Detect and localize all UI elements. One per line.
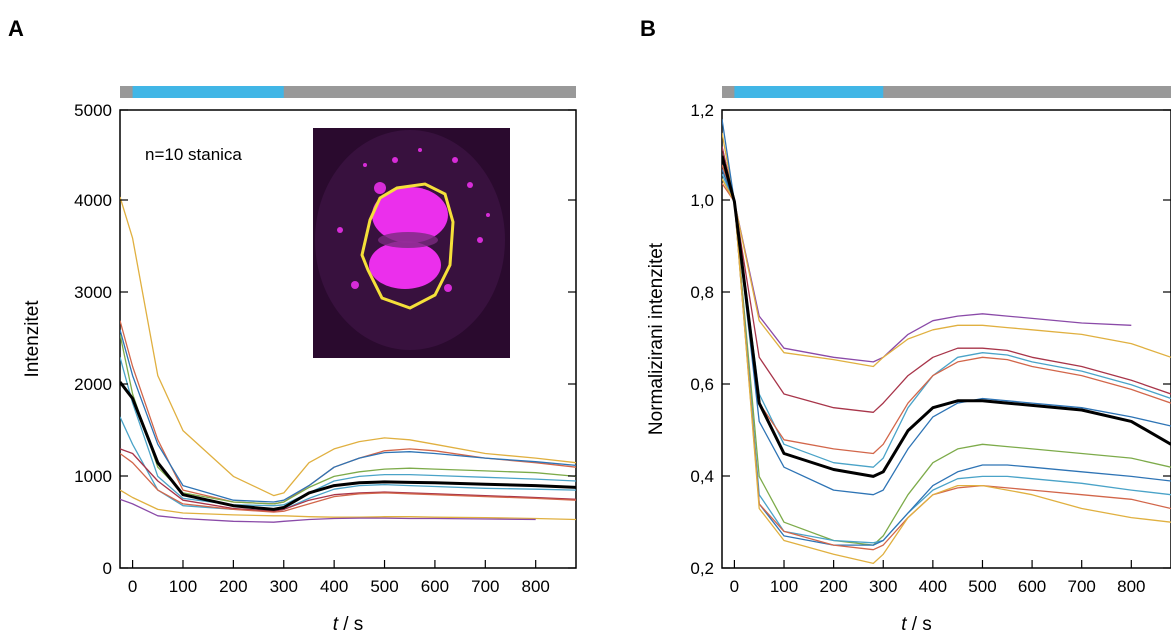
- y-tick-label: 0,4: [690, 467, 714, 486]
- series-line-6: [722, 178, 1171, 546]
- x-tick-label: 400: [919, 577, 947, 596]
- y-tick-label: 1000: [74, 467, 112, 486]
- series-line-mean: [120, 381, 576, 511]
- x-axis-label: t / s: [333, 614, 364, 635]
- inset-puncta: [477, 237, 483, 243]
- panel-b: B 0 100 200 300 400 500 600 700 800 0,2 0,4 0,6 0,8 1,…: [640, 16, 1171, 635]
- y-tick-label: 4000: [74, 191, 112, 210]
- panel-letter: A: [8, 16, 24, 41]
- x-tick-label: 200: [819, 577, 847, 596]
- series-line-10: [722, 178, 1171, 565]
- series-line-8: [722, 169, 1171, 546]
- x-tick-label: 700: [471, 577, 499, 596]
- y-tick-label: 0: [103, 559, 112, 578]
- inset-micrograph: [313, 128, 510, 358]
- plot-frame: [721, 109, 1171, 569]
- series-line-0: [722, 146, 1132, 363]
- y-tick-label: 0,2: [690, 559, 714, 578]
- series-line-6: [120, 448, 576, 512]
- annotation-n-cells: n=10 stanica: [145, 145, 242, 164]
- x-tick-label: 600: [421, 577, 449, 596]
- inset-puncta: [351, 281, 359, 289]
- inset-nucleus-top: [372, 187, 448, 243]
- series-line-3: [722, 155, 1171, 468]
- x-axis-label-var: t: [333, 614, 339, 635]
- series-line-4: [722, 164, 1171, 455]
- inset-puncta: [444, 284, 452, 292]
- inset-roi-outline: [360, 182, 455, 310]
- stimulus-bar-on: [132, 86, 284, 98]
- x-tick-label: 800: [522, 577, 550, 596]
- x-tick-label: 300: [270, 577, 298, 596]
- y-tick-label: 1,2: [690, 101, 714, 120]
- plot-frame: [119, 109, 577, 569]
- series-line-8: [120, 489, 576, 521]
- y-tick-label: 3000: [74, 283, 112, 302]
- y-tick-label: 0,6: [690, 375, 714, 394]
- x-tick-label: 500: [370, 577, 398, 596]
- y-axis-label: Normalizirani intenzitet: [646, 242, 667, 435]
- series-line-7: [722, 173, 1171, 544]
- inset-puncta: [452, 157, 458, 163]
- series-line-5: [120, 416, 576, 511]
- panel-a: An=10 stanica 0 100 200 300 400 500 600 700 800 0 1…: [8, 16, 577, 635]
- x-tick-label: 0: [730, 577, 739, 596]
- series-line-0: [120, 196, 576, 497]
- x-axis-label: t / s: [901, 614, 932, 635]
- x-tick-label: 700: [1068, 577, 1096, 596]
- x-tick-label: 300: [869, 577, 897, 596]
- inset-nucleus-bottom: [369, 241, 441, 289]
- series-line-9: [722, 182, 1171, 551]
- inset-puncta: [337, 227, 343, 233]
- inset-puncta: [418, 148, 422, 152]
- inset-nucleus-gap: [378, 232, 438, 248]
- series-line-9: [120, 498, 536, 523]
- x-tick-label: 100: [770, 577, 798, 596]
- series-group: [722, 119, 1171, 565]
- panel-letter: B: [640, 16, 656, 41]
- series-line-2: [120, 329, 576, 503]
- x-tick-label: 100: [169, 577, 197, 596]
- stimulus-bar-on: [734, 86, 884, 98]
- inset-puncta: [392, 157, 398, 163]
- x-tick-label: 600: [1018, 577, 1046, 596]
- series-line-2: [722, 146, 1171, 413]
- x-tick-label: 800: [1117, 577, 1145, 596]
- inset-puncta: [363, 163, 367, 167]
- inset-puncta: [486, 213, 490, 217]
- y-axis-label: Intenzitet: [22, 300, 43, 378]
- y-tick-label: 5000: [74, 101, 112, 120]
- inset-puncta: [467, 182, 473, 188]
- x-tick-label: 0: [128, 577, 137, 596]
- series-line-1: [722, 132, 1171, 368]
- y-tick-label: 2000: [74, 375, 112, 394]
- x-tick-label: 500: [968, 577, 996, 596]
- x-axis-label-var: t: [901, 614, 907, 635]
- x-axis-label-unit: / s: [906, 614, 931, 635]
- series-line-mean: [722, 155, 1171, 478]
- series-line-4: [120, 357, 576, 507]
- y-tick-label: 0,8: [690, 283, 714, 302]
- y-tick-label: 1,0: [690, 191, 714, 210]
- series-line-5: [722, 119, 1171, 496]
- series-line-7: [120, 452, 576, 513]
- inset-puncta: [374, 182, 386, 194]
- series-group: [120, 196, 576, 523]
- x-axis-label-unit: / s: [338, 614, 363, 635]
- x-tick-label: 400: [320, 577, 348, 596]
- x-tick-label: 200: [219, 577, 247, 596]
